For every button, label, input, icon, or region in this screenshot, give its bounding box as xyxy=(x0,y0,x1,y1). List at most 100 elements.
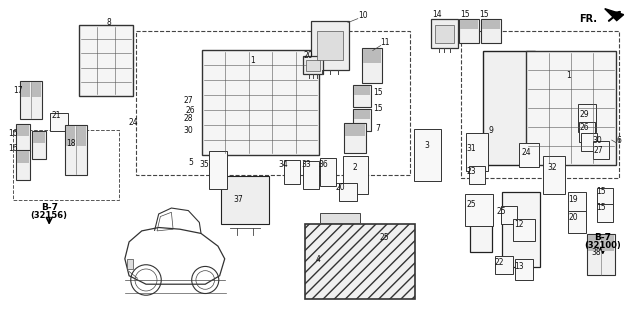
Text: 4: 4 xyxy=(316,255,321,264)
Bar xyxy=(460,19,479,43)
Text: 26: 26 xyxy=(579,123,589,132)
Bar xyxy=(515,259,533,280)
Bar xyxy=(363,49,381,63)
Text: 20: 20 xyxy=(568,213,578,222)
Bar xyxy=(602,235,614,252)
Bar xyxy=(320,158,336,186)
Bar xyxy=(79,25,133,96)
Text: 12: 12 xyxy=(515,220,524,229)
Bar xyxy=(596,188,612,206)
Text: 5: 5 xyxy=(188,158,193,167)
Bar xyxy=(526,51,616,165)
Bar xyxy=(502,192,540,267)
Bar xyxy=(209,151,227,189)
Text: 18: 18 xyxy=(67,139,76,148)
Text: 1: 1 xyxy=(250,56,255,65)
Bar xyxy=(469,166,485,184)
Bar xyxy=(483,20,500,29)
Bar xyxy=(354,86,370,95)
Bar xyxy=(483,51,535,165)
Text: B-7: B-7 xyxy=(595,233,611,242)
Bar xyxy=(579,122,595,142)
Bar xyxy=(413,129,442,181)
Text: 28: 28 xyxy=(184,114,193,123)
Text: 15: 15 xyxy=(373,104,383,113)
Bar xyxy=(303,56,323,74)
Bar xyxy=(284,159,300,184)
Bar xyxy=(13,130,119,200)
Text: 27: 27 xyxy=(184,96,193,105)
Bar xyxy=(21,82,30,98)
Text: 14: 14 xyxy=(433,10,442,19)
Bar xyxy=(32,131,46,159)
Bar xyxy=(501,206,517,224)
Bar xyxy=(17,151,29,163)
Bar xyxy=(50,113,68,131)
Text: (32156): (32156) xyxy=(31,211,68,220)
Bar xyxy=(17,124,30,152)
Text: 38: 38 xyxy=(591,248,600,257)
Text: 37: 37 xyxy=(234,195,243,204)
Bar xyxy=(596,204,612,222)
Bar xyxy=(431,19,458,49)
Bar xyxy=(461,31,619,178)
Text: 15: 15 xyxy=(461,10,470,19)
Bar xyxy=(588,235,600,252)
Bar xyxy=(320,213,360,223)
Text: B-7: B-7 xyxy=(41,203,58,212)
Bar xyxy=(66,126,75,146)
Bar xyxy=(127,259,133,269)
Bar xyxy=(344,123,366,153)
Bar xyxy=(568,211,586,233)
Text: 25: 25 xyxy=(380,233,390,242)
Bar xyxy=(362,48,381,83)
Bar xyxy=(305,224,415,299)
Bar xyxy=(17,150,30,180)
Bar xyxy=(221,176,269,224)
Text: 20: 20 xyxy=(303,51,313,60)
Text: 24: 24 xyxy=(522,148,531,156)
Bar xyxy=(587,234,614,276)
Bar xyxy=(339,183,357,201)
Text: 24: 24 xyxy=(129,118,139,127)
Bar xyxy=(568,192,586,217)
Bar xyxy=(481,19,501,43)
Bar xyxy=(470,197,492,252)
Bar xyxy=(77,126,86,146)
Text: 23: 23 xyxy=(467,167,476,176)
Bar xyxy=(581,133,596,151)
Text: 7: 7 xyxy=(375,124,380,132)
Text: 6: 6 xyxy=(616,136,621,145)
Bar xyxy=(345,124,365,136)
Bar xyxy=(465,194,493,226)
Bar xyxy=(495,256,513,274)
Bar xyxy=(344,156,368,194)
Text: 36: 36 xyxy=(318,160,328,170)
Text: 21: 21 xyxy=(51,111,61,120)
Bar xyxy=(353,109,371,131)
Text: 16: 16 xyxy=(8,144,18,153)
Text: 13: 13 xyxy=(515,262,524,271)
Text: 22: 22 xyxy=(495,258,504,267)
Text: 15: 15 xyxy=(596,188,605,196)
Text: 2: 2 xyxy=(353,164,357,172)
Bar xyxy=(303,161,319,189)
Text: 25: 25 xyxy=(467,200,476,209)
Polygon shape xyxy=(605,9,623,20)
Text: 9: 9 xyxy=(489,126,493,135)
Bar xyxy=(543,156,565,194)
Text: 29: 29 xyxy=(579,110,589,119)
Bar xyxy=(20,81,42,119)
Text: 16: 16 xyxy=(8,129,18,138)
Bar xyxy=(354,110,370,119)
Bar xyxy=(311,20,349,70)
Text: 8: 8 xyxy=(106,18,111,27)
Text: 10: 10 xyxy=(358,11,367,20)
Text: 15: 15 xyxy=(596,203,605,212)
Bar xyxy=(467,133,488,171)
Text: 30: 30 xyxy=(592,136,602,145)
Text: 15: 15 xyxy=(373,88,383,97)
Bar xyxy=(136,31,410,175)
Text: 3: 3 xyxy=(424,140,429,149)
Bar xyxy=(202,50,319,155)
